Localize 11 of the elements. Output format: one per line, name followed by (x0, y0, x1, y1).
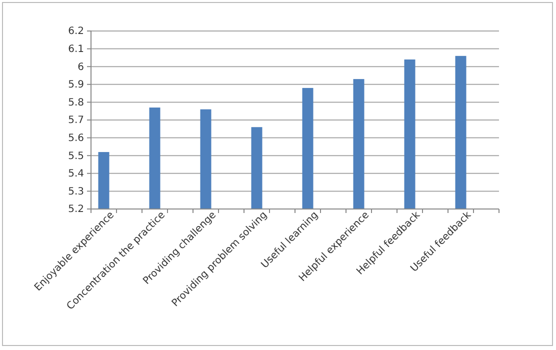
y-tick-label: 5.9 (68, 80, 84, 91)
y-tick-label: 5.7 (68, 115, 84, 126)
y-tick-label: 5.8 (68, 97, 84, 108)
y-tick-label: 5.6 (68, 133, 84, 144)
y-tick-label: 6.2 (68, 26, 84, 38)
y-tick-label: 6 (78, 62, 84, 73)
y-tick-label: 6.1 (68, 44, 84, 55)
y-tick-label: 5.4 (68, 168, 84, 180)
y-tick-label: 5.2 (68, 204, 84, 216)
y-tick-label: 5.3 (68, 186, 84, 198)
y-tick-label: 5.5 (68, 150, 84, 162)
